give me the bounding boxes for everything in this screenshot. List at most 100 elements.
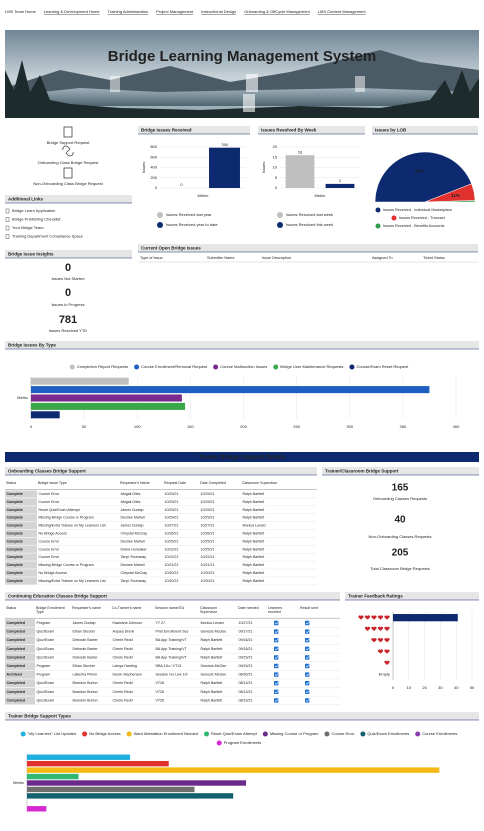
text-line: Request Date	[164, 481, 186, 485]
panel-title: Bridge Issues Received	[141, 127, 192, 132]
bar	[209, 147, 240, 188]
checkbox	[274, 620, 279, 626]
additional-link[interactable]: Bridge Publishing Checklist	[12, 217, 61, 222]
table-cell: Completed	[7, 655, 26, 659]
nav-link[interactable]: Learning & Development Home	[44, 9, 101, 14]
checkbox	[305, 663, 310, 669]
heart-icon	[384, 615, 390, 620]
table-cell: Completed	[7, 681, 26, 685]
text-line: Date Completed	[200, 481, 226, 485]
stat-value: 205	[392, 548, 409, 559]
pie-slice	[424, 200, 476, 203]
table-cell: 10/29/21	[165, 492, 179, 496]
legend-swatch	[20, 731, 26, 737]
heart-icon	[384, 638, 390, 643]
bar	[285, 155, 315, 188]
table-cell: Complete	[7, 555, 23, 559]
nav-link[interactable]: Training Administration	[108, 9, 149, 14]
table-cell: Aujuea Drenk	[113, 630, 135, 634]
stat-label: Issues Resolved YTD	[49, 328, 87, 333]
checkmark	[274, 681, 279, 685]
quick-link[interactable]: Onboarding Class Bridge Request	[38, 160, 100, 165]
table-cell: Quiz/Exam	[37, 647, 55, 651]
stat-value: 781	[59, 314, 77, 326]
bar	[27, 754, 131, 760]
hero-banner	[5, 30, 479, 118]
panel-header	[258, 126, 365, 134]
bar	[27, 780, 247, 786]
nav-link[interactable]: LMS Team Home	[5, 9, 37, 14]
legend-label: Course Enrollments	[422, 731, 457, 736]
status-cell	[5, 522, 37, 530]
icon-link	[62, 145, 74, 157]
nav-link[interactable]: Instructional Design	[201, 9, 236, 14]
status-cell	[5, 670, 35, 679]
table-cell: Cherie Redd	[113, 655, 133, 659]
legend-label: Reset Quiz/Exam Attempt	[211, 731, 258, 736]
hero-placeholder	[355, 76, 365, 92]
nav-link[interactable]: Onboarding & OffCycle Management	[244, 9, 310, 14]
status-cell	[5, 553, 37, 561]
x-tick-label: 200	[240, 424, 247, 429]
checkbox	[305, 655, 310, 660]
panel-header	[345, 592, 479, 600]
table-cell: 10/26/21	[201, 531, 215, 535]
column-header: Result sent	[300, 606, 318, 610]
heart-icon	[371, 638, 377, 643]
pie-slice	[374, 151, 472, 203]
table-cell: Deborah Baxter	[73, 647, 99, 651]
panel-header	[5, 341, 479, 349]
heart-icon	[384, 626, 390, 631]
link-icon	[5, 225, 10, 231]
checkbox	[305, 638, 310, 643]
bar	[31, 411, 60, 419]
heart-icon	[377, 649, 384, 654]
column-header: Status	[6, 606, 16, 610]
nav-link[interactable]: Project Management	[156, 9, 194, 14]
table-cell: BA App Training/VT	[156, 655, 188, 659]
legend-swatch	[375, 207, 381, 213]
x-tick-label: 40	[454, 685, 459, 690]
checkbox	[274, 646, 279, 651]
checkmark	[305, 638, 310, 642]
table-cell: Complete	[7, 524, 23, 528]
table-cell: 10/25/21	[201, 547, 215, 551]
stat-label: Total Classroom Bridge Requests	[370, 566, 429, 571]
panel-title: Continuing Education Classes Bridge Supp…	[8, 593, 108, 598]
additional-link[interactable]: Bridge Learn Application	[12, 208, 55, 213]
y-tick-label: 0	[155, 185, 158, 190]
additional-link[interactable]: Training Department Compliance Space	[12, 234, 84, 239]
status-cell	[5, 569, 37, 577]
column-header: Request Date	[164, 481, 186, 485]
bar	[325, 183, 355, 188]
panel-header	[372, 126, 478, 134]
status-cell	[5, 636, 35, 645]
quick-link[interactable]: Non-Onboarding Class Bridge Request	[33, 181, 103, 186]
quick-link[interactable]: Bridge Support Request	[47, 140, 91, 145]
bar	[31, 402, 186, 410]
checkmark	[274, 699, 279, 702]
legend-swatch	[157, 212, 163, 218]
table-cell: Ralph Bartlett	[243, 516, 265, 520]
table-cell: Latoya Harding	[113, 664, 137, 668]
nav-link[interactable]: LMS Content Management	[318, 9, 367, 14]
status-cell	[5, 506, 37, 514]
table-cell: Ralph Bartlett	[243, 555, 265, 559]
column-header: Classroom Supervisor	[200, 606, 218, 614]
data-label: 89%	[415, 169, 424, 174]
table-cell: 10/20/21	[165, 579, 179, 583]
table-cell: Monica Lenarz	[201, 621, 225, 625]
legend-swatch	[415, 731, 421, 737]
table-cell: Desiree Martell	[121, 563, 145, 567]
table-cell: 10/25/21	[165, 539, 179, 543]
text-line: Requestor's Name	[120, 481, 150, 485]
y-tick-label: Metric	[17, 395, 28, 400]
x-tick-label: 0	[392, 685, 395, 690]
table-cell: Complete	[7, 539, 23, 543]
checkmark	[305, 681, 310, 685]
additional-link[interactable]: Your Bridge Team	[12, 225, 44, 230]
legend-label: Issues Resolved this week	[286, 222, 333, 227]
text-line: Requester's name	[72, 606, 101, 610]
table-cell: 09/16/21	[239, 647, 253, 651]
table-cell: Debra Hunsaker	[121, 547, 148, 551]
